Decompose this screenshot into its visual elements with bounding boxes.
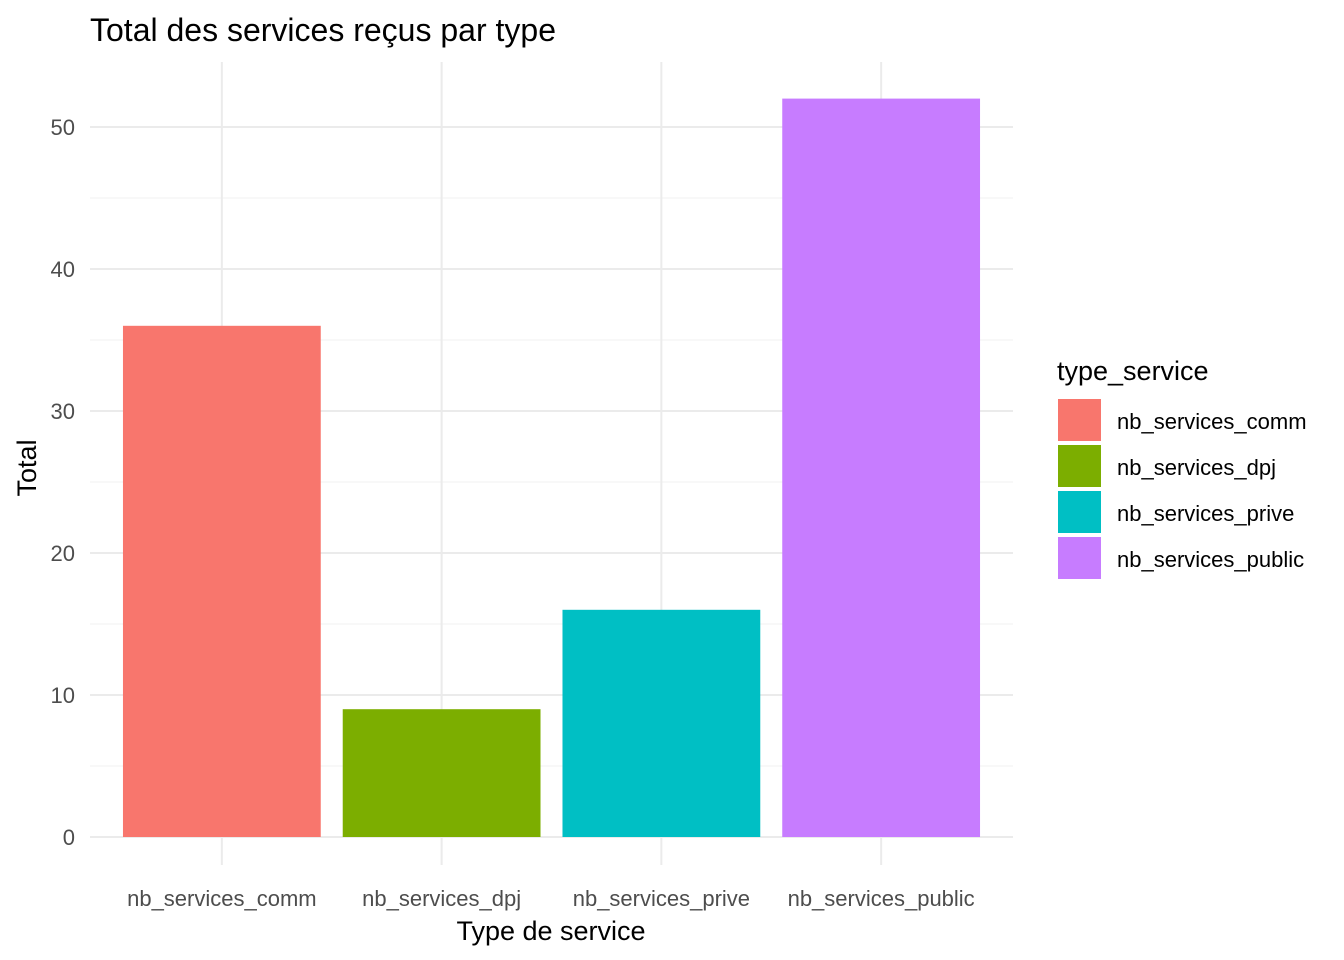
y-tick-label: 30 [51, 399, 75, 424]
bar-nb-services-comm [122, 325, 321, 837]
bars [122, 98, 981, 838]
legend-label: nb_services_dpj [1117, 455, 1276, 480]
y-tick-label: 40 [51, 257, 75, 282]
legend-label: nb_services_public [1117, 547, 1304, 572]
y-tick-labels: 0 10 20 30 40 50 [51, 115, 75, 850]
legend: type_service nb_services_commnb_services… [1057, 356, 1307, 579]
legend-swatch [1058, 491, 1101, 533]
legend-swatch [1058, 445, 1101, 487]
legend-swatch [1058, 537, 1101, 579]
legend-label: nb_services_comm [1117, 409, 1307, 434]
y-axis-title: Total [12, 439, 42, 496]
x-tick-labels: nb_services_comm nb_services_dpj nb_servic… [127, 886, 975, 911]
bar-nb-services-dpj [342, 709, 541, 837]
x-tick-label: nb_services_comm [127, 886, 317, 911]
x-axis-title: Type de service [456, 916, 645, 946]
y-tick-label: 0 [63, 825, 75, 850]
chart-title: Total des services reçus par type [90, 12, 556, 48]
bar-nb-services-public [782, 98, 981, 838]
legend-title: type_service [1057, 356, 1209, 386]
bar-nb-services-prive [562, 609, 761, 837]
x-tick-label: nb_services_public [788, 886, 975, 911]
y-tick-label: 50 [51, 115, 75, 140]
legend-items: nb_services_comm nb_services_dpj nb_servic… [1058, 399, 1307, 579]
legend-label: nb_services_prive [1117, 501, 1294, 526]
legend-swatch [1058, 399, 1101, 441]
x-tick-label: nb_services_prive [573, 886, 750, 911]
x-tick-label: nb_services_dpj [362, 886, 521, 911]
y-tick-label: 10 [51, 683, 75, 708]
y-tick-label: 20 [51, 541, 75, 566]
